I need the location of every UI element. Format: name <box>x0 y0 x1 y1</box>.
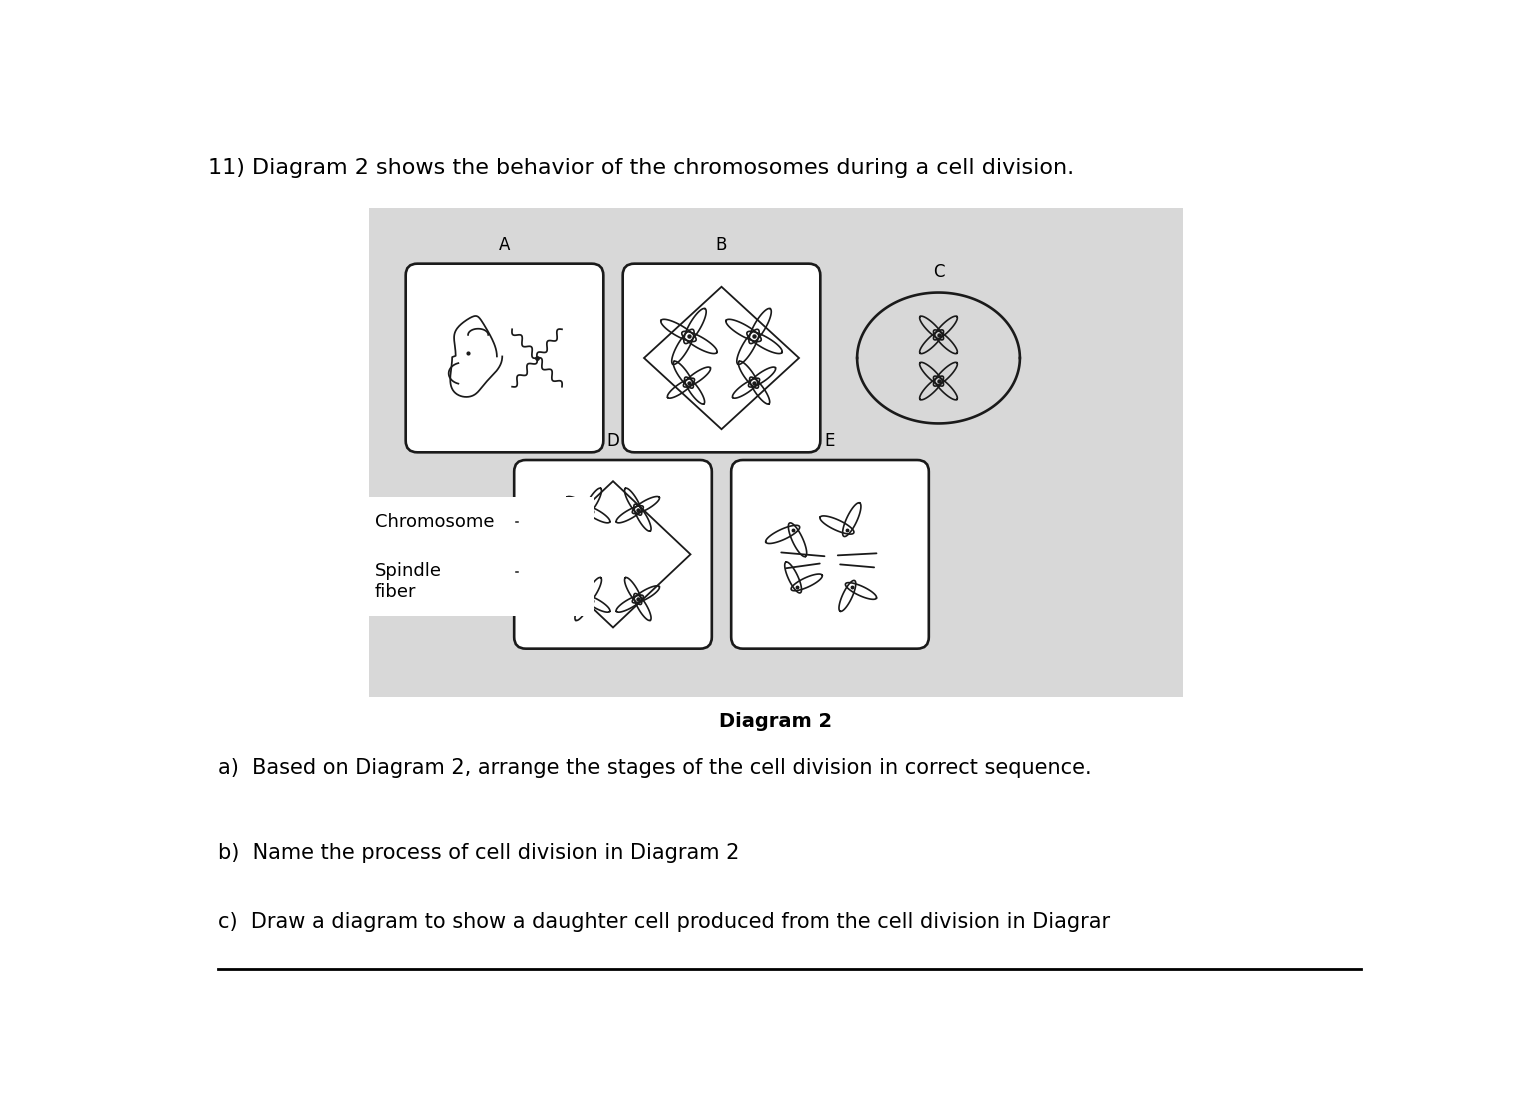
Text: E: E <box>825 432 836 450</box>
Text: Chromosome: Chromosome <box>375 513 494 531</box>
FancyBboxPatch shape <box>369 208 1182 696</box>
Text: Spindle
fiber: Spindle fiber <box>375 561 442 600</box>
Text: c)  Draw a diagram to show a daughter cell produced from the cell division in Di: c) Draw a diagram to show a daughter cel… <box>218 913 1110 932</box>
FancyBboxPatch shape <box>514 460 712 648</box>
Text: 11) Diagram 2 shows the behavior of the chromosomes during a cell division.: 11) Diagram 2 shows the behavior of the … <box>207 157 1074 177</box>
FancyBboxPatch shape <box>406 263 604 452</box>
Text: a)  Based on Diagram 2, arrange the stages of the cell division in correct seque: a) Based on Diagram 2, arrange the stage… <box>218 759 1092 778</box>
FancyBboxPatch shape <box>730 460 929 648</box>
FancyBboxPatch shape <box>622 263 820 452</box>
Text: D: D <box>607 432 619 450</box>
Text: Diagram 2: Diagram 2 <box>720 712 833 731</box>
Text: A: A <box>499 235 511 253</box>
FancyBboxPatch shape <box>369 497 593 616</box>
Text: b)  Name the process of cell division in Diagram 2: b) Name the process of cell division in … <box>218 843 740 863</box>
Text: C: C <box>933 263 944 281</box>
Text: B: B <box>715 235 727 253</box>
